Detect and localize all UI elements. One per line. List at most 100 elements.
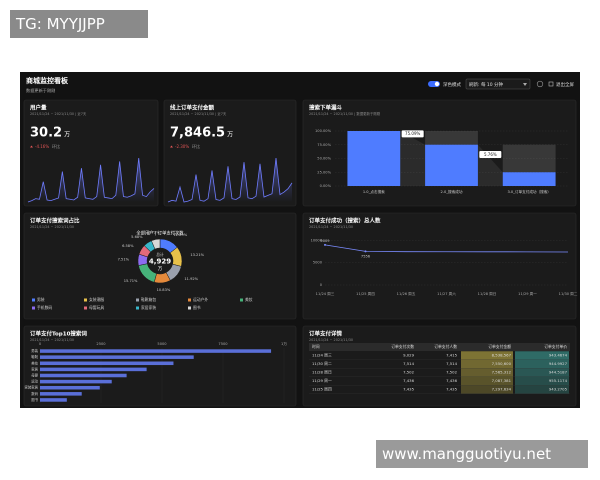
- refresh-select[interactable]: 刷新: 每 10 分钟: [465, 78, 531, 90]
- cell-bg: [515, 368, 569, 377]
- slice-label: 15.71%: [124, 279, 138, 283]
- card: [302, 212, 577, 320]
- y-tick-label: 50.00%: [317, 157, 331, 161]
- x-tick-label: 11/30 周二: [559, 291, 578, 296]
- table-cell: 7,435: [446, 387, 457, 392]
- x-tick-label: 0: [39, 342, 42, 346]
- kpi-unit: 万: [227, 132, 233, 139]
- bar: [502, 172, 556, 186]
- y-tick-label: 运动: [31, 379, 38, 384]
- dark-mode-toggle[interactable]: 深色模式: [428, 81, 461, 88]
- legend-label: 美妆: [245, 297, 253, 302]
- table-cell: 7,436: [446, 378, 457, 383]
- kpi-change-label: 环比: [192, 143, 200, 149]
- y-tick-label: 图书: [31, 397, 38, 402]
- sparkline-area: [168, 158, 292, 202]
- table-cell: 944.5187: [549, 370, 568, 375]
- help-icon[interactable]: [536, 80, 544, 88]
- slice-label: 10.83%: [157, 288, 171, 292]
- x-tick-label: 11/24 周三: [316, 291, 335, 296]
- column-header: 订单支付单价: [544, 344, 567, 349]
- kpi-value: 7,846.5: [170, 126, 225, 141]
- slice-label: 7.51%: [118, 257, 130, 261]
- x-tick-label: 7500: [218, 342, 228, 346]
- x-tick-label: 11/26 周五: [397, 291, 416, 296]
- legend-swatch: [240, 298, 243, 302]
- legend-swatch: [32, 306, 35, 310]
- exit-icon: [548, 81, 554, 87]
- bar: [347, 131, 401, 186]
- y-tick-label: 0: [320, 283, 323, 287]
- table-cell: 7,435: [403, 387, 414, 392]
- card: [23, 212, 297, 320]
- exit-label: 退出全屏: [556, 81, 574, 88]
- sparkline: [167, 157, 293, 203]
- bar: [40, 392, 82, 396]
- kpi-change: -4.16%: [35, 144, 49, 149]
- dashboard-subtitle: 数据更新于刚刚: [26, 87, 55, 94]
- dashboard-title: 商城监控看板: [26, 76, 69, 85]
- legend-swatch: [188, 298, 191, 302]
- watermark-box: [376, 440, 588, 468]
- cell-bg: [461, 351, 513, 360]
- card-subtitle: 2021/11/24 ~ 2021/11/30 | 近7天: [170, 111, 227, 116]
- table-cell: 7,514: [446, 361, 457, 366]
- point: [324, 243, 326, 246]
- legend-swatch: [84, 306, 87, 310]
- conversion-box: [401, 130, 424, 138]
- card-subtitle: 2021/11/24 ~ 2021/11/30 | 数据更新于刚刚: [309, 111, 381, 116]
- x-tick-label: 2500: [96, 342, 106, 346]
- card-subtitle: 2021/11/24 ~ 2021/11/30 | 近7天: [30, 111, 87, 116]
- watermark: www.mangguotiyu.net: [382, 445, 551, 463]
- table-cell: 8,538,567: [492, 353, 512, 358]
- cell-bg: [515, 359, 569, 369]
- x-tick-label: 1.0_点击搜索: [363, 189, 385, 194]
- legend-label: 母婴玩具: [89, 305, 104, 310]
- bar: [40, 367, 147, 372]
- select-caret: [523, 83, 527, 86]
- cell-bg: [515, 385, 569, 394]
- kpi-value: 30.2: [30, 126, 62, 141]
- table-cell: 11/25 周四: [312, 387, 332, 392]
- cell-bg: [461, 359, 513, 369]
- x-tick-label: 2.0_搜索成功: [441, 189, 463, 194]
- bar: [40, 398, 67, 402]
- bar: [40, 373, 127, 378]
- watermark-box: [10, 10, 148, 38]
- legend-label: 家居家装: [141, 305, 156, 310]
- cell-bg: [515, 376, 569, 386]
- slice-label: 11.92%: [184, 277, 198, 281]
- legend-swatch: [188, 306, 191, 310]
- x-tick-label: 3.0_订单支付成功（搜索）: [507, 189, 550, 194]
- legend-swatch: [136, 298, 139, 302]
- table-header-bg: [309, 343, 570, 351]
- slice-label: 13.21%: [190, 253, 204, 257]
- toggle-knob: [434, 81, 440, 87]
- y-tick-label: 男装: [31, 348, 38, 353]
- slice-label: 6.58%: [122, 244, 134, 248]
- cell-bg: [461, 385, 513, 394]
- x-tick-label: 11/29 周一: [518, 291, 537, 296]
- watermark: TG: MYYJJPP: [15, 15, 105, 33]
- card: [23, 99, 159, 207]
- cell-bg: [461, 376, 513, 386]
- legend-label: 图书: [193, 305, 201, 310]
- x-tick-label: 5000: [157, 342, 167, 346]
- exit-fullscreen[interactable]: 退出全屏: [548, 81, 574, 88]
- table-cell: 943.2705: [549, 387, 568, 392]
- legend-swatch: [136, 306, 139, 310]
- table-cell: 7,436: [403, 378, 414, 383]
- ghost-bar: [425, 131, 478, 145]
- table-cell: 7,550,600: [492, 361, 512, 366]
- legend-label: 鞋靴箱包: [141, 297, 156, 302]
- table-cell: 11/24 周三: [312, 353, 332, 358]
- y-tick-label: 鞋靴: [31, 354, 38, 359]
- table-cell: 7,415: [446, 353, 457, 358]
- y-tick-label: 100.00%: [315, 129, 332, 133]
- card-subtitle: 2021/11/24 ~ 2021/11/30: [30, 225, 74, 229]
- card-subtitle: 2021/11/24 ~ 2021/11/30: [30, 338, 74, 342]
- change-arrow: [30, 145, 33, 148]
- cell-bg: [515, 351, 569, 360]
- y-tick-label: 家居: [31, 366, 38, 371]
